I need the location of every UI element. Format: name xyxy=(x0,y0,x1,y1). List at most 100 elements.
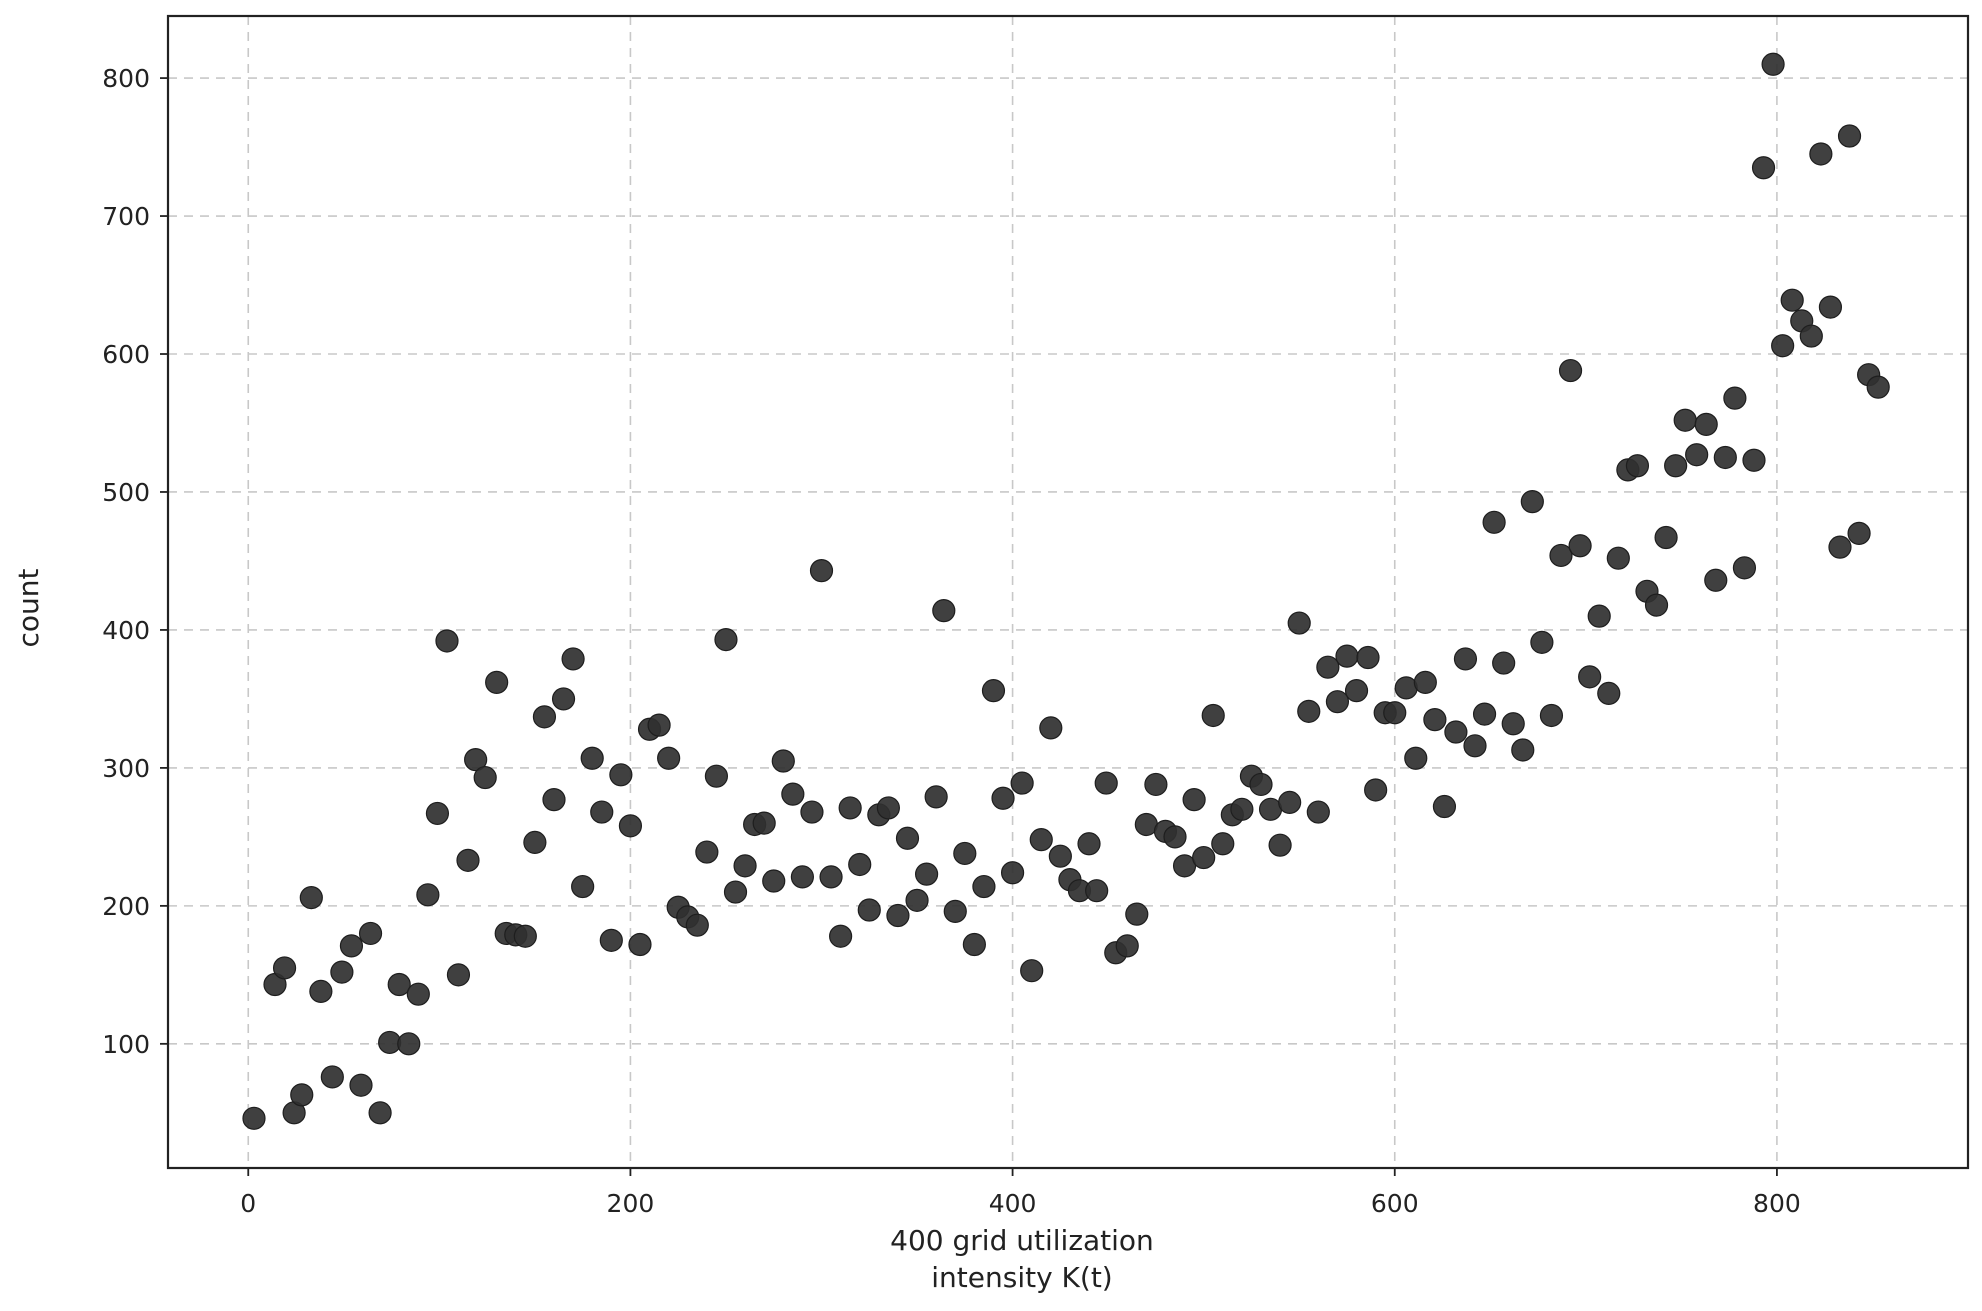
data-point xyxy=(895,826,920,850)
data-point xyxy=(1316,655,1340,679)
data-point xyxy=(953,841,977,866)
data-point xyxy=(1413,670,1437,694)
data-point xyxy=(886,903,910,928)
data-point xyxy=(309,979,333,1004)
x-tick-label: 800 xyxy=(1753,1189,1801,1218)
data-point xyxy=(932,599,956,623)
data-point xyxy=(819,865,843,889)
x-tick-labels: 0 200 400 600 800 xyxy=(240,1189,1800,1218)
data-point xyxy=(781,782,805,806)
data-point xyxy=(752,811,776,835)
data-point xyxy=(1673,408,1697,432)
data-point xyxy=(1492,651,1516,675)
data-point xyxy=(1115,934,1139,958)
data-point xyxy=(1325,690,1350,714)
data-point xyxy=(838,796,862,820)
x-tick-label: 600 xyxy=(1371,1189,1419,1218)
x-axis-label-line-1: 400 grid utilization xyxy=(890,1224,1154,1257)
data-point xyxy=(1404,746,1428,770)
data-point xyxy=(1344,679,1369,703)
data-point xyxy=(1444,720,1468,744)
data-point xyxy=(1482,510,1506,534)
data-point xyxy=(1837,124,1862,148)
data-point xyxy=(1549,543,1573,568)
data-points xyxy=(242,52,1890,1130)
data-point xyxy=(1287,611,1311,635)
data-point xyxy=(1077,832,1101,856)
data-point xyxy=(1463,734,1487,758)
data-point xyxy=(1799,324,1823,348)
data-point xyxy=(387,972,411,997)
data-point xyxy=(1751,156,1776,180)
data-point xyxy=(1723,386,1747,410)
data-point xyxy=(1335,644,1359,668)
x-axis-label-line-2: intensity K(t) xyxy=(931,1261,1112,1294)
data-point xyxy=(943,899,967,923)
data-point xyxy=(485,670,509,694)
data-point xyxy=(809,559,834,583)
data-point xyxy=(1568,534,1592,558)
data-point xyxy=(1511,738,1535,762)
data-point xyxy=(857,898,881,922)
data-point xyxy=(1866,375,1890,399)
data-point xyxy=(425,801,450,826)
data-point xyxy=(580,746,604,770)
data-point xyxy=(1539,703,1564,728)
y-tick-label: 400 xyxy=(102,616,150,645)
y-tick-label: 100 xyxy=(102,1030,150,1059)
data-point xyxy=(1530,630,1554,654)
data-point xyxy=(618,814,643,838)
data-point xyxy=(991,786,1015,810)
y-tick-labels: 100 200 300 400 500 600 700 800 xyxy=(102,64,150,1059)
data-point xyxy=(1847,521,1871,545)
data-point xyxy=(1182,788,1206,812)
data-point xyxy=(972,874,996,899)
data-point xyxy=(1654,525,1678,550)
y-axis-label: count xyxy=(12,568,45,647)
data-point xyxy=(1694,412,1718,436)
data-point xyxy=(733,854,757,878)
data-point xyxy=(1144,772,1168,797)
data-point xyxy=(876,796,900,820)
data-point xyxy=(848,852,872,877)
data-point xyxy=(762,869,786,893)
data-point xyxy=(962,932,986,957)
data-point xyxy=(1558,358,1583,383)
data-point xyxy=(1029,828,1053,852)
data-point xyxy=(368,1101,392,1125)
x-tick-label: 200 xyxy=(607,1189,655,1218)
x-tick-label: 400 xyxy=(989,1189,1037,1218)
data-point xyxy=(1809,142,1833,166)
data-point xyxy=(657,746,681,770)
x-tick-label: 0 xyxy=(240,1189,256,1218)
data-point xyxy=(464,748,488,772)
data-point xyxy=(513,924,537,948)
data-point xyxy=(1818,295,1843,319)
data-point xyxy=(1685,443,1709,467)
data-point xyxy=(1704,568,1728,592)
y-tick-label: 200 xyxy=(102,892,150,921)
data-point xyxy=(523,830,547,855)
data-point xyxy=(290,1083,314,1107)
data-point xyxy=(1230,797,1254,821)
data-point xyxy=(1394,676,1418,700)
data-point xyxy=(406,982,430,1006)
data-point xyxy=(1664,454,1688,478)
data-point xyxy=(320,1065,344,1089)
data-point xyxy=(790,865,814,889)
y-tick-label: 500 xyxy=(102,478,150,507)
data-point xyxy=(1453,647,1478,671)
data-point xyxy=(435,629,459,653)
data-point xyxy=(1780,288,1804,312)
data-point xyxy=(561,647,585,671)
data-point xyxy=(397,1032,421,1056)
data-point xyxy=(1742,448,1766,472)
data-point xyxy=(1587,604,1611,628)
data-point xyxy=(330,960,354,984)
data-point xyxy=(1644,593,1669,617)
data-point xyxy=(532,705,557,729)
data-point xyxy=(1383,701,1407,725)
y-tick-label: 800 xyxy=(102,64,150,93)
data-point xyxy=(714,627,738,652)
